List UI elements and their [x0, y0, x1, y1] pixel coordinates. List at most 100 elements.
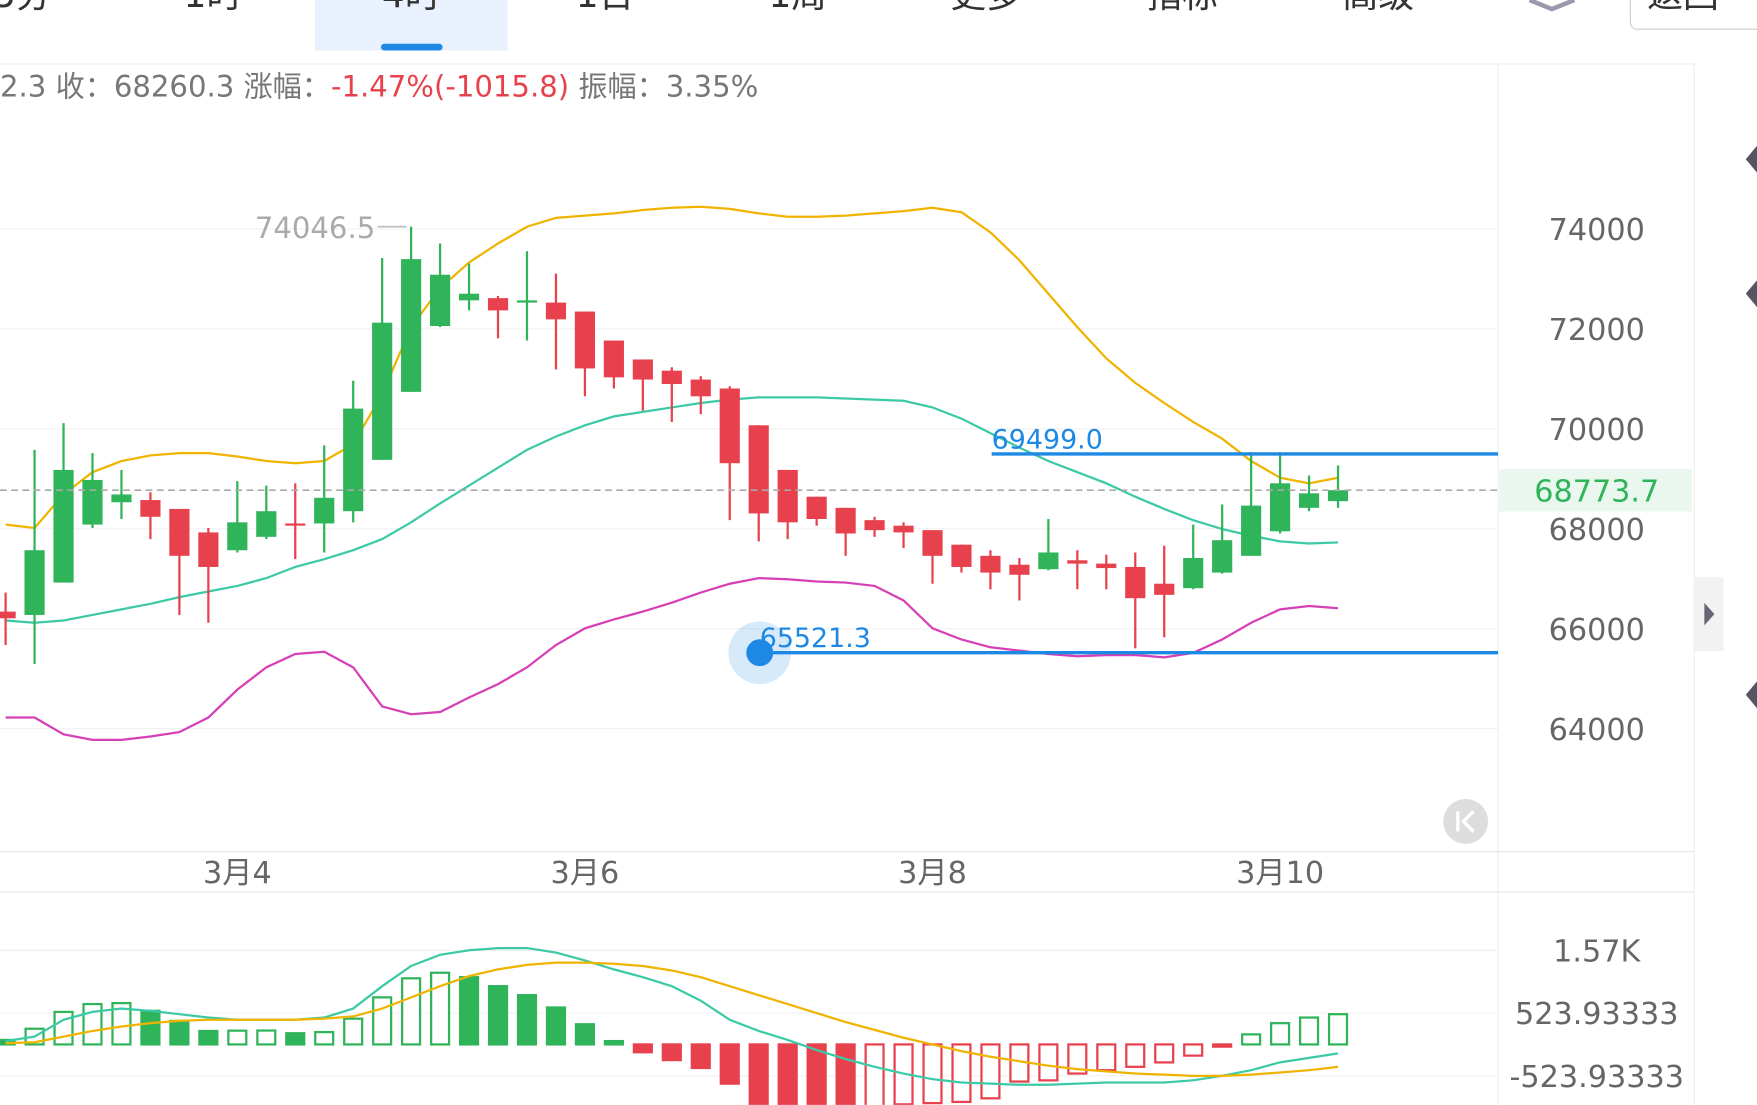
- info-label: 振幅：: [578, 69, 665, 103]
- candle-body: [806, 496, 827, 519]
- info-line: 2.3 收：68260.3 涨幅：-1.47%(-1015.8) 振幅：3.35…: [0, 69, 758, 103]
- macd-bar: [458, 976, 480, 1046]
- y-tick-label: 74000: [1549, 213, 1645, 248]
- candle-body: [1270, 483, 1291, 532]
- macd-bar: [198, 1029, 219, 1046]
- macd-bar: [314, 1030, 335, 1046]
- candle-body: [1038, 552, 1059, 570]
- price-panel: [0, 205, 1499, 742]
- candle-body: [748, 425, 769, 514]
- info-label: 收：: [56, 69, 114, 103]
- candle-body: [401, 259, 422, 392]
- tab[interactable]: 1日: [576, 0, 635, 16]
- candle-body: [690, 379, 711, 397]
- back-button[interactable]: [1629, 0, 1757, 30]
- level-handle: [746, 639, 774, 667]
- macd-bar: [372, 996, 393, 1046]
- macd-bar: [401, 977, 422, 1046]
- macd-bar: [806, 1043, 827, 1105]
- candle-body: [1183, 558, 1204, 589]
- tab[interactable]: 更多: [950, 0, 1022, 16]
- back-button-label[interactable]: 返回: [1647, 0, 1719, 16]
- candle-body: [111, 494, 132, 503]
- macd-bar: [922, 1043, 943, 1105]
- candle-body: [24, 550, 45, 615]
- macd-bar: [661, 1043, 682, 1062]
- candle-body: [1298, 493, 1320, 508]
- icon[interactable]: [1528, 0, 1576, 12]
- y-tick-label: 70000: [1549, 413, 1645, 448]
- macd-bar: [1154, 1043, 1175, 1064]
- macd-bar: [1270, 1022, 1291, 1046]
- candle-body: [82, 479, 103, 525]
- macd-bar: [1327, 1013, 1349, 1046]
- macd-bar: [574, 1023, 596, 1046]
- candle-body: [227, 522, 248, 551]
- candle-body: [835, 507, 856, 534]
- level-label: 69499.0: [992, 424, 1103, 455]
- macd-bar: [1241, 1033, 1262, 1046]
- x-tick-label: 3月8: [898, 856, 967, 891]
- macd-bar: [835, 1043, 856, 1105]
- max-label: 74046.5: [255, 211, 375, 245]
- candle-body: [777, 469, 798, 523]
- candle-body: [430, 274, 451, 327]
- candle-body: [372, 322, 393, 460]
- macd-bar: [632, 1043, 653, 1054]
- candle-body: [256, 511, 277, 537]
- macd-panel: [0, 946, 1499, 1105]
- macd-bar: [777, 1043, 798, 1105]
- macd-bar: [1183, 1043, 1204, 1057]
- tab[interactable]: 1周: [768, 0, 827, 16]
- macd-bar: [111, 1001, 132, 1046]
- macd-bar: [719, 1043, 740, 1085]
- candle-body: [140, 500, 161, 517]
- side-toggle-icon[interactable]: [1704, 602, 1715, 626]
- candle-body: [1125, 566, 1146, 599]
- level-label: 65521.3: [760, 623, 871, 654]
- candle-body: [1154, 583, 1175, 595]
- tab[interactable]: 5分: [0, 0, 52, 16]
- side-arrows[interactable]: [1745, 145, 1757, 709]
- tab[interactable]: 指标: [1146, 0, 1218, 16]
- macd-bar: [1067, 1043, 1088, 1075]
- candle-body: [487, 298, 509, 311]
- macd-bar: [864, 1043, 885, 1105]
- x-tick-label: 3月10: [1236, 856, 1324, 891]
- overlay: 69499.0 65521.3 74046.5: [255, 211, 1103, 685]
- candle-body: [516, 300, 538, 303]
- tab[interactable]: 1时: [184, 0, 243, 16]
- candle-body: [1241, 505, 1262, 556]
- tab[interactable]: 高级: [1342, 0, 1414, 16]
- candle-body: [574, 311, 596, 369]
- candle-body: [1009, 564, 1030, 575]
- candle-body: [922, 530, 943, 556]
- candle-body: [458, 293, 480, 301]
- candle-body: [285, 523, 306, 526]
- macd-line: [5, 961, 1339, 1077]
- macd-bar: [545, 1006, 567, 1046]
- macd-bar: [748, 1043, 769, 1105]
- candle-body: [169, 508, 190, 556]
- candle-body: [343, 408, 364, 512]
- candle-body: [661, 370, 682, 385]
- candle-body: [603, 340, 624, 378]
- macd-bar: [256, 1029, 277, 1046]
- macd-bar: [951, 1043, 972, 1104]
- last-price-bg: [1499, 468, 1693, 512]
- y-tick-label: -523.93333: [1510, 1060, 1685, 1095]
- macd-bar: [1212, 1043, 1233, 1048]
- x-tick-label: 3月6: [551, 856, 620, 891]
- macd-bar: [1125, 1043, 1146, 1068]
- reset-icon[interactable]: [1456, 810, 1475, 833]
- tab[interactable]: 4时: [382, 0, 441, 16]
- macd-bar: [516, 994, 538, 1046]
- toolbar: 5分 1时 4时 1日 1周 更多 指标 高级: [0, 0, 1414, 16]
- candle-body: [0, 611, 16, 619]
- price-axis: 64000 66000 68000 70000 72000 74000 3月4 3月6 3月8 3…: [203, 213, 1693, 1095]
- macd-bar: [980, 1043, 1001, 1100]
- macd-bar: [603, 1039, 624, 1046]
- y-tick-label: 72000: [1549, 313, 1645, 348]
